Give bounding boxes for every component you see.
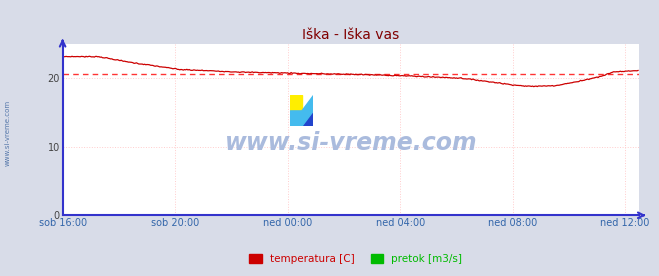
Title: Iška - Iška vas: Iška - Iška vas (302, 28, 399, 42)
Legend: temperatura [C], pretok [m3/s]: temperatura [C], pretok [m3/s] (245, 250, 467, 268)
Text: www.si-vreme.com: www.si-vreme.com (5, 99, 11, 166)
Text: www.si-vreme.com: www.si-vreme.com (225, 131, 477, 155)
